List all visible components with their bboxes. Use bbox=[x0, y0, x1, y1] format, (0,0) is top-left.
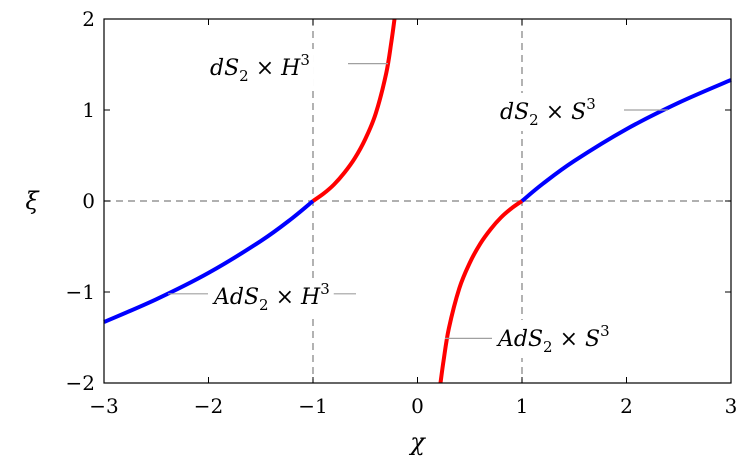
y-tick-label: 1 bbox=[82, 98, 95, 122]
x-tick-label: −2 bbox=[194, 394, 223, 418]
y-tick-label: −2 bbox=[66, 371, 95, 395]
annotation-label: dS2 × S3 bbox=[500, 95, 596, 129]
series-line-1 bbox=[103, 199, 315, 324]
annotation-background bbox=[206, 49, 314, 87]
y-tick-label: 0 bbox=[82, 189, 95, 213]
x-tick-label: 3 bbox=[725, 394, 738, 418]
y-tick-label: −1 bbox=[66, 280, 95, 304]
x-tick-label: 0 bbox=[411, 394, 424, 418]
x-tick-label: −1 bbox=[298, 394, 327, 418]
y-tick-label: 2 bbox=[82, 7, 95, 31]
x-axis-label: χ bbox=[408, 428, 426, 456]
annotation-label: AdS2 × S3 bbox=[496, 322, 610, 356]
series-line-2 bbox=[438, 199, 524, 384]
annotations: dS2 × H3 dS2 × S3 AdS2 × H3 AdS2 × S3 bbox=[168, 49, 668, 358]
y-axis-label: ξ bbox=[25, 187, 40, 215]
annotation-label: dS2 × H3 bbox=[210, 51, 310, 85]
curves bbox=[103, 18, 732, 384]
reference-lines bbox=[104, 19, 731, 383]
x-tick-label: −3 bbox=[89, 394, 118, 418]
x-tick-label: 1 bbox=[516, 394, 529, 418]
series-line-3 bbox=[520, 78, 732, 203]
x-tick-label: 2 bbox=[620, 394, 633, 418]
series-line-0 bbox=[311, 18, 397, 203]
annotation-background bbox=[208, 278, 334, 316]
annotation-background bbox=[496, 93, 600, 131]
annotation-background bbox=[492, 320, 614, 358]
annotation-label: AdS2 × H3 bbox=[212, 280, 330, 314]
